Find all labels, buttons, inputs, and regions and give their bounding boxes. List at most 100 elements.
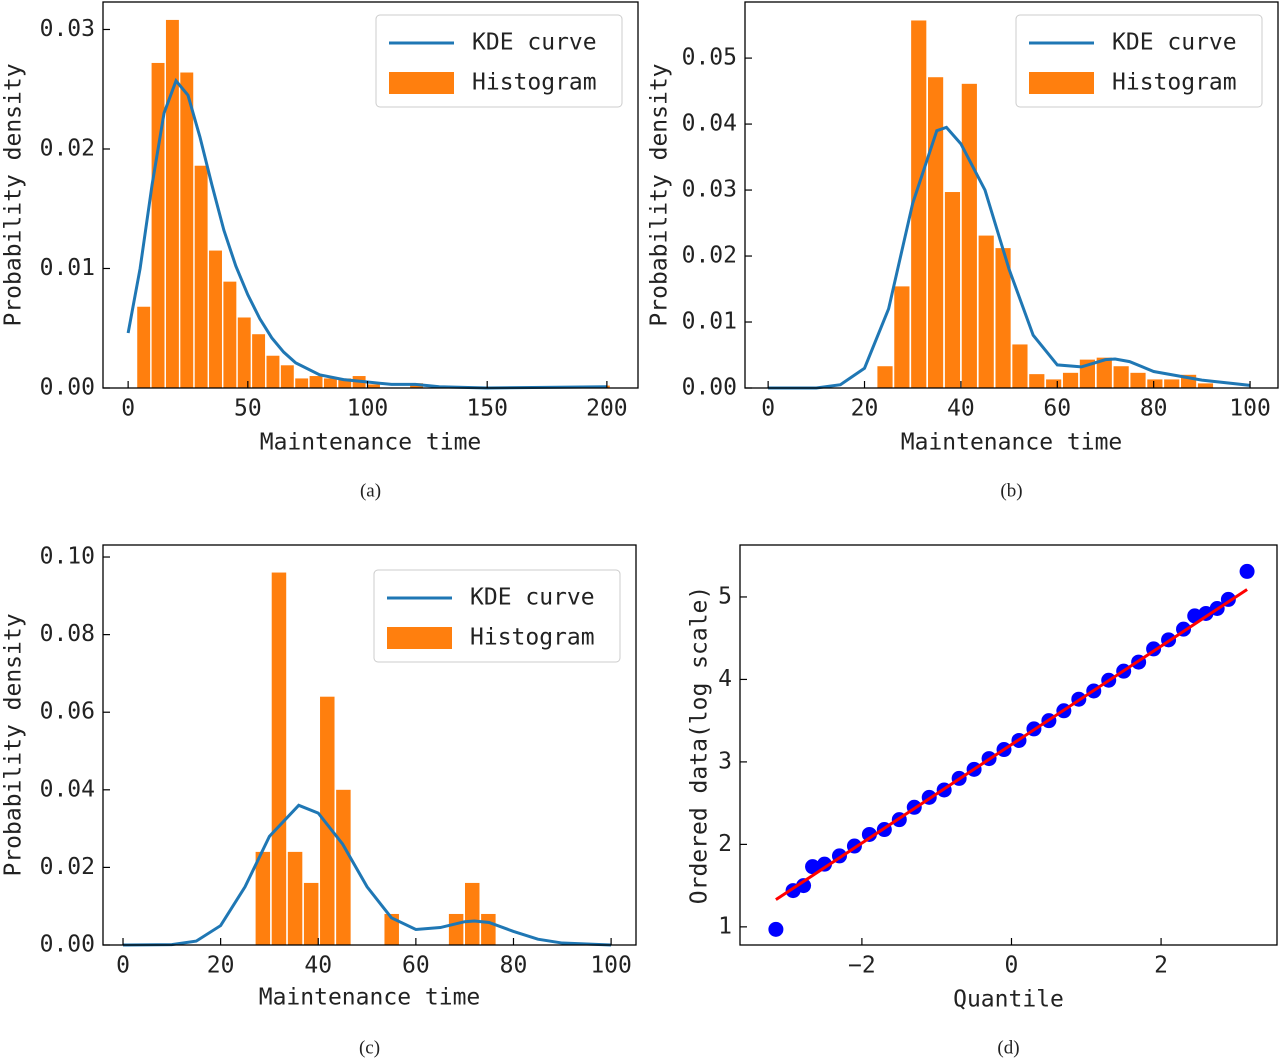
histogram-bar (1012, 344, 1028, 388)
histogram-bar (1062, 372, 1079, 388)
histogram-bar (1113, 366, 1129, 388)
histogram-bar (944, 192, 961, 388)
axes-frame (739, 544, 1278, 946)
x-tick-label: 0 (1005, 953, 1019, 979)
x-tick-label: 20 (207, 953, 235, 979)
y-tick-label: 0.03 (40, 16, 95, 42)
panel: 0 20 40 60 80 100 0.00 0.01 0.02 0.03 0.04 0.05 Main… (647, 1, 1279, 501)
legend-label: KDE curve (1112, 30, 1237, 56)
histogram-bar (252, 334, 266, 388)
x-tick-label: 80 (1140, 396, 1168, 422)
axes-frame (102, 1, 639, 389)
histogram-bar (194, 165, 208, 388)
histogram-bar (481, 913, 496, 945)
legend-patch (389, 72, 454, 94)
y-tick-label: 5 (718, 583, 732, 609)
histogram-bar (295, 378, 309, 388)
legend-label: Histogram (1112, 70, 1237, 96)
histogram-bar (464, 882, 480, 945)
x-tick-label: 200 (586, 396, 628, 422)
panel: 0 50 100 150 200 0.00 0.01 0.02 0.03 Maintenance … (1, 1, 639, 501)
histogram-bar (448, 913, 464, 945)
histogram-bar (1029, 374, 1045, 388)
x-axis-label: Maintenance time (901, 430, 1123, 456)
histogram-bar (303, 882, 319, 945)
histogram-bar (223, 281, 237, 388)
y-axis-label: Probability density (647, 63, 673, 326)
caption: (b) (1000, 480, 1022, 501)
y-axis-label: Probability density (1, 63, 27, 326)
y-tick-label: 0.02 (40, 854, 95, 880)
x-tick-label: 20 (851, 396, 879, 422)
y-tick-label: 2 (718, 831, 732, 857)
histogram-bar (877, 366, 893, 388)
caption: (d) (997, 1037, 1019, 1058)
y-tick-label: 0.04 (40, 776, 95, 802)
axes-frame (744, 1, 1279, 389)
legend-patch (387, 627, 452, 649)
x-tick-label: 0 (116, 953, 130, 979)
histogram-bar (894, 286, 910, 388)
y-tick-label: 0.01 (682, 309, 737, 335)
histogram-bar (1147, 379, 1163, 388)
y-tick-label: 4 (718, 666, 732, 692)
y-tick-label: 0.05 (682, 45, 737, 71)
scatter-point (1239, 563, 1255, 579)
y-axis-label: Ordered data(log scale) (687, 586, 713, 905)
y-tick-label: 0.02 (40, 135, 95, 161)
histogram-bar (928, 77, 944, 388)
y-tick-label: 3 (718, 748, 732, 774)
histogram-bar (165, 19, 179, 389)
histogram-bar (237, 317, 251, 388)
legend-label: KDE curve (470, 585, 595, 611)
x-tick-label: 50 (234, 396, 262, 422)
histogram-bar (309, 376, 323, 388)
histogram-bar (287, 851, 303, 945)
scatter-point (796, 878, 812, 894)
histogram-bar (995, 248, 1011, 388)
x-tick-label: 2 (1154, 953, 1168, 979)
y-tick-label: 0.00 (40, 375, 95, 401)
line (122, 803, 612, 947)
legend-label: KDE curve (472, 30, 597, 56)
x-tick-label: 0 (761, 396, 775, 422)
y-tick-label: 0.02 (682, 243, 737, 269)
legend-label: Histogram (472, 70, 597, 96)
histogram-bar (255, 851, 271, 945)
caption: (a) (360, 480, 381, 501)
x-tick-label: 60 (402, 953, 430, 979)
x-tick-label: −2 (848, 953, 876, 979)
x-tick-label: 0 (121, 396, 135, 422)
histogram-bar (151, 62, 165, 389)
histogram-bar (1046, 379, 1062, 388)
line (768, 125, 1251, 390)
histogram-bar (266, 355, 280, 388)
line (126, 77, 607, 390)
histogram-bar (1096, 357, 1112, 388)
histogram-bar (1130, 372, 1146, 388)
x-tick-label: 100 (1229, 396, 1271, 422)
line (775, 588, 1248, 901)
legend-patch (1029, 72, 1094, 94)
histogram-bar (911, 20, 927, 388)
histogram-bar (271, 572, 287, 945)
panel: 0 20 40 60 80 100 0.00 0.02 0.04 0.06 0.08 0.10 Main… (1, 544, 637, 1058)
x-tick-label: 100 (590, 953, 632, 979)
x-tick-label: 40 (304, 953, 332, 979)
x-axis-label: Quantile (953, 987, 1064, 1013)
scatter-point (768, 921, 784, 937)
y-axis-label: Probability density (1, 613, 27, 876)
histogram-bar (137, 306, 151, 388)
x-tick-label: 80 (500, 953, 528, 979)
histogram-bar (367, 384, 380, 388)
histogram-bar (320, 696, 335, 945)
x-tick-label: 40 (947, 396, 975, 422)
histogram-bar (336, 789, 351, 945)
scatter-point (1198, 605, 1214, 621)
y-tick-label: 0.00 (682, 375, 737, 401)
x-axis-label: Maintenance time (259, 985, 481, 1011)
y-tick-label: 0.04 (682, 111, 737, 137)
histogram-bar (1164, 379, 1180, 388)
y-tick-label: 0.10 (40, 544, 95, 570)
